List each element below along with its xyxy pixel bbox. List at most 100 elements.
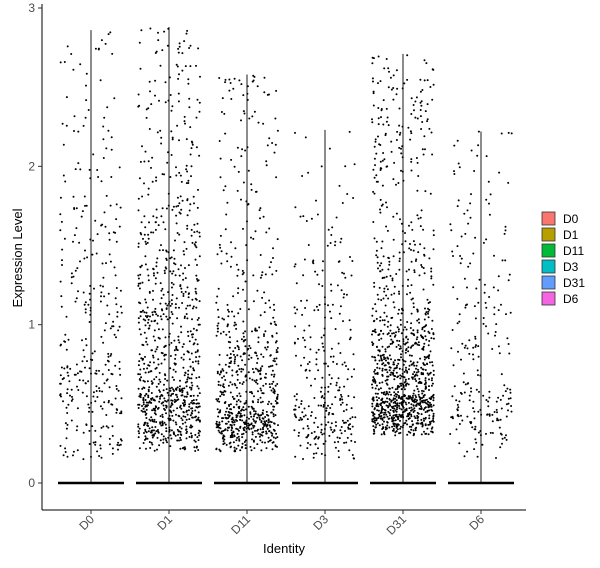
data-point <box>118 367 121 370</box>
data-point <box>314 377 316 380</box>
legend-label-D11: D11 <box>563 244 584 258</box>
data-point <box>423 254 426 257</box>
data-point <box>194 258 197 261</box>
data-point <box>473 410 476 413</box>
data-point <box>254 367 257 370</box>
data-point <box>155 216 158 219</box>
data-point <box>177 433 179 436</box>
data-point <box>153 310 156 313</box>
data-point <box>485 325 487 328</box>
data-point <box>421 121 424 123</box>
data-point <box>262 355 265 358</box>
data-point <box>381 381 384 384</box>
data-point <box>339 429 342 432</box>
data-point <box>260 389 263 392</box>
data-point <box>410 160 413 163</box>
data-point <box>242 421 245 424</box>
data-point <box>432 373 435 376</box>
data-point <box>170 109 173 112</box>
data-point <box>392 98 395 101</box>
data-point <box>188 418 191 421</box>
data-point <box>229 391 232 394</box>
data-point <box>458 400 461 403</box>
data-point <box>381 428 384 430</box>
data-point <box>223 429 226 432</box>
data-point <box>137 436 140 439</box>
data-point <box>145 108 148 111</box>
data-point <box>392 405 395 408</box>
data-point <box>374 303 377 306</box>
data-point <box>391 386 394 389</box>
data-point <box>237 287 240 290</box>
data-point <box>72 450 75 453</box>
data-point <box>390 371 393 374</box>
data-point <box>163 354 166 357</box>
data-point <box>236 189 239 192</box>
data-point <box>152 356 155 359</box>
data-point <box>343 385 346 388</box>
data-point <box>294 131 296 134</box>
data-point <box>376 345 378 348</box>
data-point <box>65 348 68 351</box>
data-point <box>185 168 188 171</box>
data-point <box>228 414 231 417</box>
data-point <box>472 346 475 349</box>
data-point <box>225 252 228 255</box>
data-point <box>474 438 477 441</box>
data-point <box>327 304 329 307</box>
data-point <box>154 307 157 310</box>
data-point <box>469 422 472 425</box>
data-point <box>247 371 250 374</box>
data-point <box>406 285 409 287</box>
data-point <box>396 415 399 418</box>
data-point <box>144 421 146 424</box>
data-point <box>463 346 466 349</box>
data-point <box>115 287 118 289</box>
data-point <box>420 422 423 425</box>
data-point <box>317 309 320 311</box>
data-point <box>216 408 219 411</box>
data-point <box>253 447 256 450</box>
data-point <box>407 412 409 415</box>
data-point <box>390 150 393 153</box>
data-point <box>458 442 461 445</box>
x-axis-title: Identity <box>263 541 305 556</box>
data-point <box>385 404 388 407</box>
data-point <box>117 448 119 451</box>
data-point <box>72 68 75 71</box>
data-point <box>331 303 334 306</box>
data-point <box>387 297 390 300</box>
data-point <box>477 144 480 147</box>
data-point <box>230 255 233 258</box>
data-point <box>373 416 376 419</box>
data-point <box>483 291 486 294</box>
data-point <box>151 429 154 432</box>
data-point <box>456 297 459 300</box>
data-point <box>268 383 271 386</box>
data-point <box>173 349 176 352</box>
data-point <box>102 157 105 159</box>
data-point <box>459 255 462 257</box>
data-point <box>188 47 191 49</box>
data-point <box>377 135 379 138</box>
data-point <box>371 314 374 317</box>
data-point <box>307 171 310 174</box>
data-point <box>170 386 173 389</box>
data-point <box>176 386 179 389</box>
data-point <box>396 387 399 390</box>
data-point <box>165 404 167 407</box>
data-point <box>177 77 180 80</box>
data-point <box>236 354 239 357</box>
data-point <box>82 379 85 382</box>
data-point <box>406 321 409 323</box>
data-point <box>458 423 461 425</box>
data-point <box>235 439 238 442</box>
data-point <box>191 410 194 412</box>
data-point <box>412 423 414 426</box>
data-point <box>251 115 254 118</box>
data-point <box>101 390 104 393</box>
data-point <box>423 342 426 345</box>
data-point <box>222 189 225 192</box>
data-point <box>146 424 149 427</box>
data-point <box>413 398 416 401</box>
